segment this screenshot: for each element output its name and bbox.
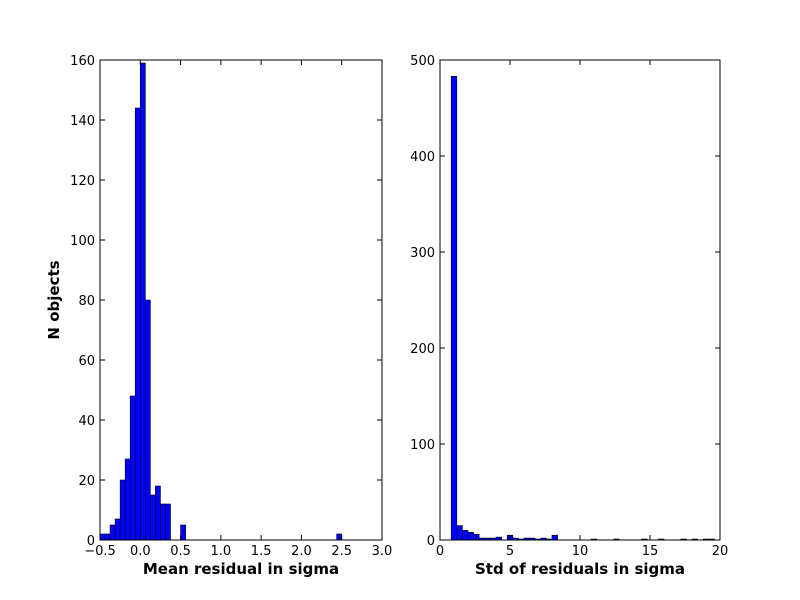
- mean-residual-xtick-label: 2.0: [291, 544, 312, 559]
- std-residual-ytick-label: 300: [410, 246, 435, 261]
- mean-residual-bar: [119, 479, 126, 541]
- mean-residual-bar: [155, 485, 161, 541]
- std-residual-ytick-label: 500: [410, 54, 435, 69]
- mean-residual-bars: [99, 62, 343, 541]
- mean-residual-bar: [150, 494, 156, 541]
- mean-residual-bar: [160, 503, 166, 541]
- std-residual-xtick-label: 15: [642, 544, 659, 559]
- mean-residual-ticks: −0.5 0.0 0.5 1.0 1.5 2.0 2.5 3.0 0 20 40 60 80 100 120…: [70, 54, 392, 559]
- std-residual-plot-frame: [439, 59, 721, 541]
- mean-residual-bar: [124, 458, 131, 541]
- std-residual-bar: [462, 530, 469, 541]
- mean-residual-bar: [109, 524, 116, 541]
- std-residual-bar: [551, 534, 558, 541]
- std-residual-bar: [456, 525, 463, 541]
- mean-residual-ytick-label: 60: [78, 354, 95, 369]
- mean-residual-bar: [180, 524, 186, 541]
- mean-residual-ytick-label: 120: [70, 174, 95, 189]
- std-residual-xlabel: Std of residuals in sigma: [475, 560, 685, 578]
- std-residual-ytick-label: 100: [410, 438, 435, 453]
- mean-residual-ylabel: N objects: [45, 260, 63, 339]
- mean-residual-bar: [134, 107, 141, 541]
- mean-residual-xtick-label: 1.5: [251, 544, 272, 559]
- std-residual-bar: [473, 533, 480, 541]
- std-residual-xtick-label: 5: [506, 544, 514, 559]
- mean-residual-xtick-label: −0.5: [84, 544, 116, 559]
- mean-residual-ytick-label: 40: [78, 414, 95, 429]
- mean-residual-bar: [104, 533, 111, 541]
- mean-residual-xtick-label: 0.0: [130, 544, 151, 559]
- mean-residual-bar: [165, 503, 171, 541]
- mean-residual-bar: [129, 395, 136, 541]
- mean-residual-ytick-label: 20: [78, 474, 95, 489]
- mean-residual-histogram: −0.5 0.0 0.5 1.0 1.5 2.0 2.5 3.0 0 20 40 60 80 100 120…: [45, 54, 392, 578]
- std-residual-xtick-label: 0: [436, 544, 444, 559]
- mean-residual-xtick-label: 2.5: [331, 544, 352, 559]
- mean-residual-ytick-label: 100: [70, 234, 95, 249]
- mean-residual-ytick-label: 160: [70, 54, 95, 69]
- mean-residual-bar: [145, 299, 151, 541]
- mean-residual-bar: [336, 533, 343, 541]
- std-residual-xtick-label: 20: [712, 544, 729, 559]
- std-residual-ytick-label: 400: [410, 150, 435, 165]
- mean-residual-ytick-label: 80: [78, 294, 95, 309]
- std-residual-bars: [450, 76, 715, 541]
- mean-residual-bar: [114, 518, 121, 541]
- std-residual-ytick-label: 0: [427, 534, 435, 549]
- std-residual-bar: [450, 76, 458, 541]
- mean-residual-xtick-label: 1.0: [211, 544, 232, 559]
- mean-residual-bar: [99, 533, 106, 541]
- mean-residual-xlabel: Mean residual in sigma: [143, 560, 339, 578]
- mean-residual-bar: [139, 62, 146, 541]
- mean-residual-xtick-label: 0.5: [170, 544, 191, 559]
- std-residual-ytick-label: 200: [410, 342, 435, 357]
- std-residual-bar: [467, 532, 474, 541]
- mean-residual-xtick-label: 3.0: [372, 544, 393, 559]
- mean-residual-ytick-label: 140: [70, 114, 95, 129]
- mean-residual-ytick-label: 0: [87, 534, 95, 549]
- std-residual-xtick-label: 10: [572, 544, 589, 559]
